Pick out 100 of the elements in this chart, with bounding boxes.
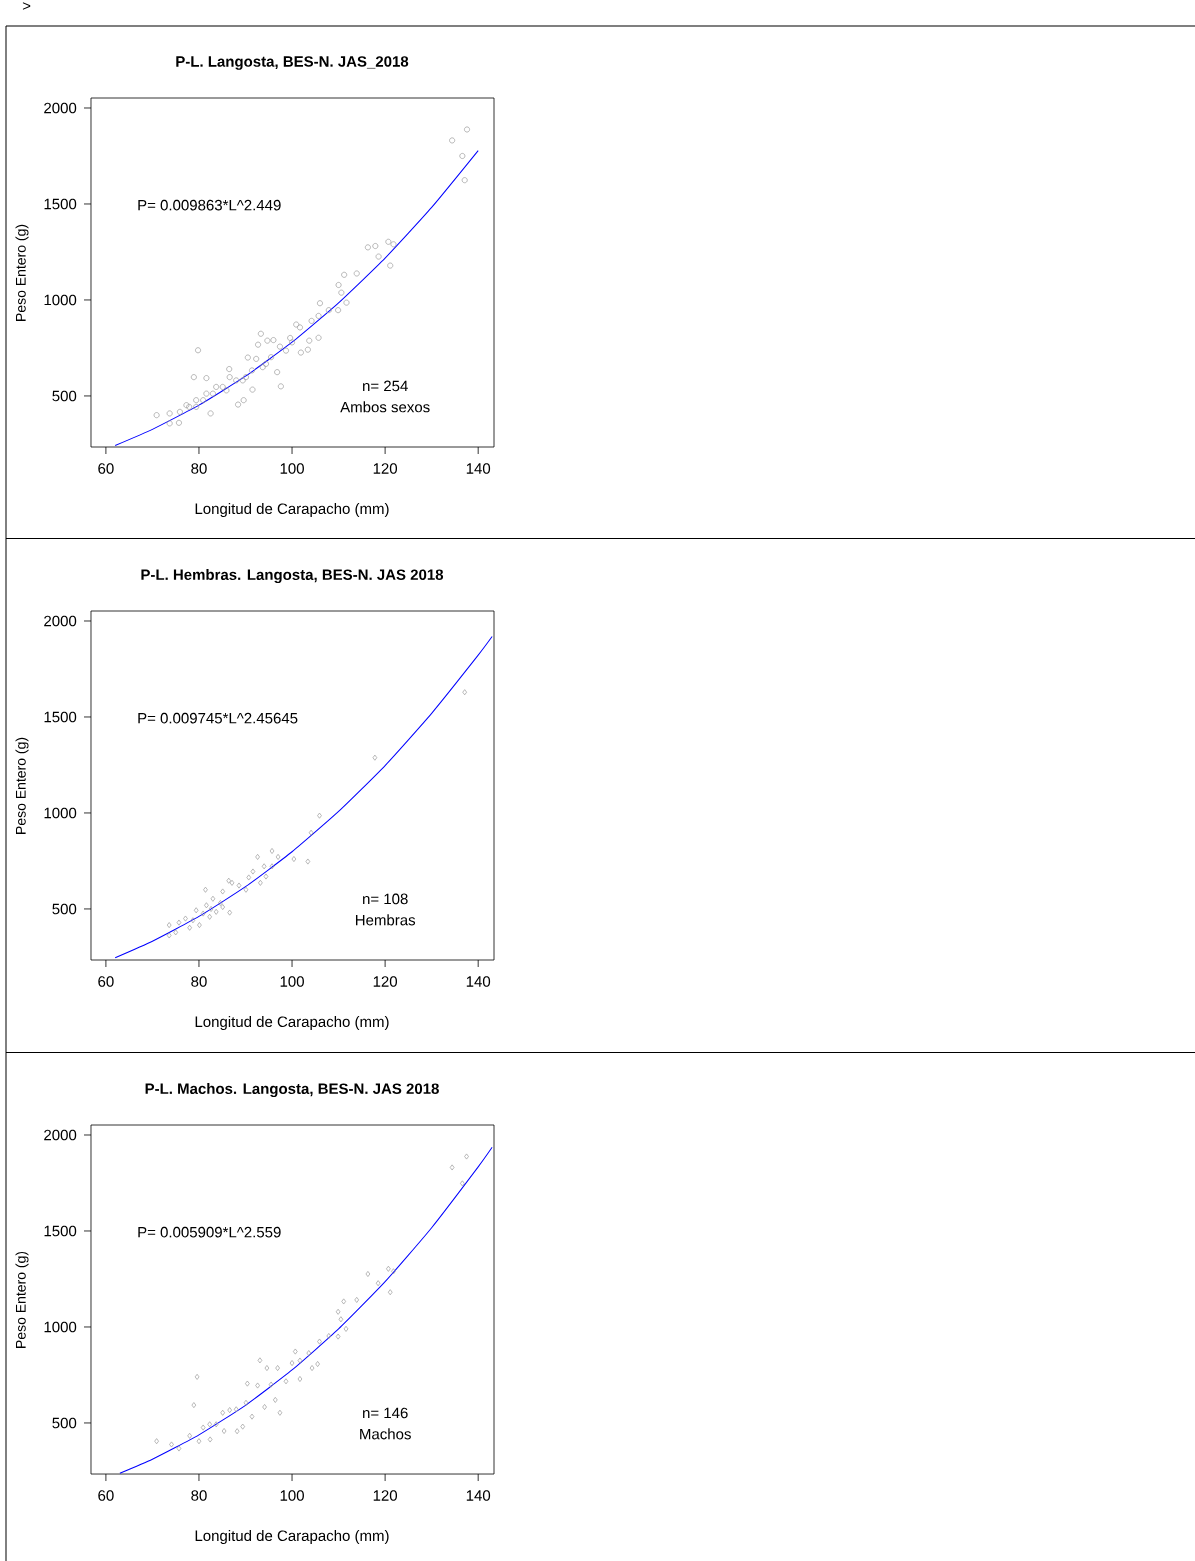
x-tick-label: 140 (466, 463, 491, 474)
point (213, 908, 219, 915)
point (309, 1365, 315, 1371)
x-tick-label: 80 (191, 463, 207, 474)
annotation: P= 0.009863*L^2.449 (138, 199, 281, 211)
point (210, 895, 216, 902)
point (193, 907, 199, 914)
point (220, 904, 225, 910)
point (220, 888, 225, 895)
point (291, 856, 297, 862)
point (229, 879, 235, 886)
point (387, 1289, 393, 1296)
point (169, 1441, 174, 1448)
point (207, 913, 212, 920)
point (154, 1438, 159, 1445)
point (197, 922, 202, 929)
point (317, 1338, 322, 1345)
point (191, 1402, 197, 1409)
y-axis-title: Peso Entero (g) (15, 224, 29, 321)
point (268, 1381, 274, 1388)
point (297, 1376, 303, 1382)
text: > (22, 2, 31, 10)
point (391, 1268, 396, 1275)
point (372, 754, 378, 761)
point (233, 1406, 239, 1413)
point (246, 874, 252, 881)
point (354, 1296, 360, 1303)
point (375, 1280, 381, 1287)
x-tick-label: 60 (98, 463, 114, 474)
y-tick-label: 1000 (44, 294, 77, 306)
point (269, 848, 275, 854)
x-tick-label: 120 (373, 1490, 398, 1501)
point (213, 1421, 219, 1428)
point (255, 1382, 260, 1389)
line-series (114, 636, 493, 959)
y-tick-label: 500 (52, 903, 77, 915)
x-tick-label: 140 (466, 1490, 491, 1501)
point (460, 1180, 465, 1187)
point (250, 868, 256, 875)
line-series (119, 1146, 493, 1474)
x-tick-label: 80 (191, 976, 207, 987)
annotation: Ambos sexos (340, 401, 430, 413)
point (258, 879, 263, 886)
annotation: P= 0.005909*L^2.559 (138, 1226, 281, 1238)
annotation: P= 0.009745*L^2.45645 (138, 712, 298, 724)
point (200, 910, 206, 917)
point (464, 1153, 469, 1160)
point (292, 1348, 298, 1355)
annotation: n= 146 (363, 1407, 408, 1419)
point (227, 909, 232, 916)
point (236, 882, 242, 889)
point (200, 1424, 206, 1431)
point (308, 829, 314, 836)
annotation: Hembras (355, 914, 416, 926)
point (187, 924, 192, 931)
point (275, 853, 281, 860)
chart-title: P-L. Hembras. Langosta, BES-N. JAS 2018 (141, 568, 444, 584)
point (272, 1396, 278, 1403)
point (243, 886, 249, 893)
point (386, 1265, 391, 1272)
point (221, 1428, 227, 1434)
point (262, 1404, 267, 1410)
point (462, 689, 467, 696)
point (365, 1271, 371, 1277)
point (315, 1361, 320, 1367)
annotation: Machos (360, 1428, 411, 1440)
point (289, 1360, 295, 1367)
point (187, 1432, 192, 1439)
y-tick-label: 1000 (44, 807, 77, 819)
point (196, 1438, 202, 1445)
chart-title: P-L. Langosta, BES-N. JAS_2018 (176, 56, 409, 70)
x-axis-title: Longitud de Carapacho (mm) (195, 1530, 389, 1544)
point (255, 853, 260, 860)
x-tick-label: 100 (280, 1490, 304, 1501)
chart-title: P-L. Machos. Langosta, BES-N. JAS 2018 (145, 1082, 439, 1098)
point (220, 1409, 225, 1416)
point (190, 917, 196, 924)
point (335, 1333, 341, 1340)
point (341, 1298, 346, 1305)
point (245, 1380, 250, 1387)
point (277, 1409, 283, 1416)
y-tick-label: 1500 (44, 1225, 77, 1237)
x-tick-label: 100 (280, 976, 304, 987)
annotation: n= 108 (363, 893, 408, 905)
point (207, 1436, 213, 1443)
x-tick-label: 120 (373, 976, 398, 987)
x-tick-label: 120 (373, 463, 398, 474)
point (305, 858, 311, 865)
x-axis-title: Longitud de Carapacho (mm) (195, 503, 389, 517)
x-tick-label: 60 (98, 976, 114, 987)
y-tick-label: 1000 (44, 1321, 77, 1333)
line-series (114, 150, 479, 446)
point (176, 1445, 182, 1452)
point (218, 900, 223, 906)
point (335, 1308, 341, 1315)
point (261, 863, 267, 870)
point (176, 919, 182, 926)
annotation: n= 254 (363, 380, 408, 392)
x-axis-title: Longitud de Carapacho (mm) (195, 1016, 389, 1030)
x-tick-label: 140 (466, 976, 491, 987)
